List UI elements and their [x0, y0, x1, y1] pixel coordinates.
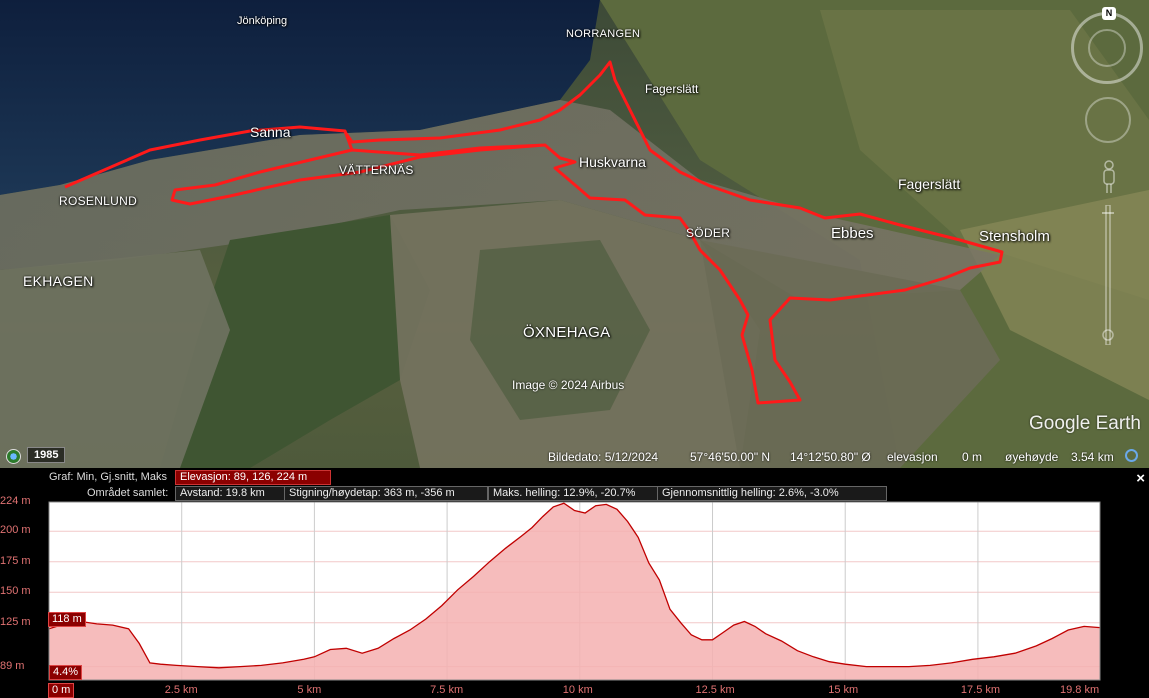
x-tick-label: 15 km — [828, 684, 859, 696]
close-profile-button[interactable]: × — [1136, 470, 1145, 487]
elevation-chart[interactable] — [0, 468, 1149, 698]
place-vatternas[interactable]: VÄTTERNÄS — [339, 163, 414, 177]
cursor-distance-marker: 0 m — [48, 683, 75, 698]
place-fagerslatt-1[interactable]: Fagerslätt — [645, 82, 699, 96]
avg-slope-cell[interactable]: Gjennomsnittlig helling: 2.6%, -3.0% — [657, 486, 887, 501]
place-ebbes[interactable]: Ebbes — [831, 225, 874, 242]
imagery-year-badge: 1985 — [27, 447, 66, 463]
place-rosenlund[interactable]: ROSENLUND — [59, 194, 138, 208]
image-date: Bildedato: 5/12/2024 — [548, 450, 659, 464]
plot-border — [48, 501, 1101, 681]
graph-stats-label: Graf: Min, Gj.snitt, Maks — [49, 471, 167, 483]
x-tick-label: 10 km — [562, 684, 593, 696]
place-sanna[interactable]: Sanna — [250, 124, 291, 140]
satellite-imagery — [0, 0, 1149, 468]
route-track — [64, 60, 1004, 405]
navigation-compass[interactable] — [1071, 12, 1143, 84]
map-view[interactable]: Jönköping NORRANGEN Fagerslätt Sanna VÄTTERN… — [0, 0, 1149, 468]
y-tick-label: 200 m — [0, 524, 31, 537]
x-tick-label: 17.5 km — [960, 684, 1001, 696]
x-tick-label: 7.5 km — [430, 684, 464, 696]
place-stensholm[interactable]: Stensholm — [979, 228, 1050, 245]
street-view-pegman-icon[interactable] — [1100, 160, 1118, 194]
north-indicator[interactable]: N — [1102, 7, 1116, 20]
elevation-value: 0 m — [962, 450, 983, 464]
y-tick-label: 125 m — [0, 615, 31, 628]
y-tick-label: 89 m — [0, 659, 25, 672]
cursor-slope-marker: 4.4% — [49, 665, 83, 680]
place-jonkoping[interactable]: Jönköping — [237, 15, 288, 27]
place-norrangen[interactable]: NORRANGEN — [566, 28, 641, 40]
elevation-line — [48, 502, 1101, 669]
x-tick-label: 12.5 km — [695, 684, 735, 696]
distance-cell[interactable]: Avstand: 19.8 km — [175, 486, 285, 501]
elevation-profile-panel: Graf: Min, Gj.snitt, Maks Elevasjon: 89,… — [0, 468, 1149, 698]
x-tick-label: 19.8 km — [1060, 684, 1100, 696]
x-tick-label: 5 km — [297, 684, 322, 696]
eye-altitude-value: 3.54 km — [1071, 450, 1114, 464]
imagery-credit: Image © 2024 Airbus — [512, 378, 625, 392]
eye-altitude-label: øyehøyde — [1005, 450, 1059, 464]
x-tick-label: 2.5 km — [164, 684, 198, 696]
longitude-readout: 14°12'50.80" Ø — [790, 450, 871, 464]
elevation-area — [49, 503, 1100, 680]
place-fagerslatt-2[interactable]: Fagerslätt — [898, 176, 961, 192]
google-earth-logo: Google Earth — [1029, 413, 1141, 434]
streaming-globe-icon — [1125, 449, 1138, 462]
y-tick-label: 224 m — [0, 495, 31, 507]
y-tick-label: 175 m — [0, 554, 31, 567]
climb-cell[interactable]: Stigning/høydetap: 363 m, -356 m — [284, 486, 488, 501]
historical-imagery-clock-icon[interactable] — [6, 449, 21, 464]
elevation-label: elevasjon — [887, 450, 938, 464]
totals-label: Området samlet: — [87, 487, 169, 499]
place-huskvarna[interactable]: Huskvarna — [579, 154, 646, 170]
place-soder[interactable]: SÖDER — [686, 226, 731, 240]
look-joystick[interactable] — [1085, 97, 1131, 143]
cursor-elevation-marker: 118 m — [48, 612, 86, 627]
y-tick-label: 150 m — [0, 585, 31, 598]
place-ekhagen[interactable]: EKHAGEN — [23, 273, 94, 289]
latitude-readout: 57°46'50.00" N — [690, 450, 771, 464]
elevation-stats-cell[interactable]: Elevasjon: 89, 126, 224 m — [175, 470, 331, 485]
zoom-slider[interactable] — [1102, 205, 1114, 345]
place-oxnehaga[interactable]: ÖXNEHAGA — [523, 324, 611, 341]
